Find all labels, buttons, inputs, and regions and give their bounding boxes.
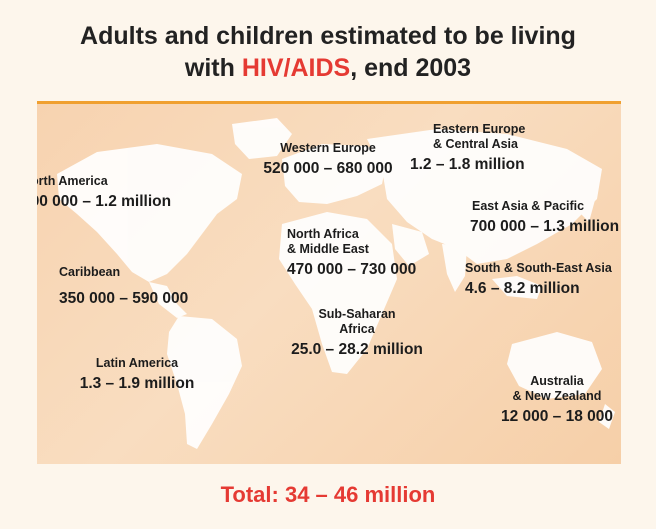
region-north-america: North America 790 000 – 1.2 million <box>37 174 171 212</box>
region-eastern-europe: Eastern Europe & Central Asia 1.2 – 1.8 … <box>410 122 525 175</box>
region-south-asia: South & South-East Asia 4.6 – 8.2 millio… <box>465 261 612 299</box>
region-name: Latin America <box>95 356 179 370</box>
region-value: 350 000 – 590 000 <box>59 290 189 307</box>
chart-title: Adults and children estimated to be livi… <box>0 20 656 84</box>
region-name-2: & Central Asia <box>433 137 518 151</box>
region-name-2: & Middle East <box>287 242 369 256</box>
land-asia <box>367 129 602 264</box>
title-highlight: HIV/AIDS <box>241 54 351 82</box>
region-value: 4.6 – 8.2 million <box>465 280 580 297</box>
region-name: South & South-East Asia <box>465 261 612 275</box>
land-north-america <box>57 144 242 282</box>
region-name-2: & New Zealand <box>512 389 602 403</box>
region-sub-saharan-africa: Sub-Saharan Africa 25.0 – 28.2 million <box>282 307 432 360</box>
land-australia <box>507 332 602 399</box>
title-line-1: Adults and children estimated to be livi… <box>80 22 576 50</box>
land-africa <box>279 212 397 374</box>
title-line-2: with HIV/AIDS, end 2003 <box>184 54 472 82</box>
land-sea-islands <box>492 276 542 299</box>
land-south-america <box>167 316 242 449</box>
land-japan <box>581 194 595 222</box>
region-name-1: Sub-Saharan <box>318 307 396 321</box>
region-latin-america: Latin America 1.3 – 1.9 million <box>77 356 197 394</box>
region-western-europe: Western Europe 520 000 – 680 000 <box>253 141 403 179</box>
title-divider <box>37 101 621 104</box>
region-value: 12 000 – 18 000 <box>500 408 614 425</box>
region-name-2: Africa <box>339 322 375 336</box>
region-caribbean: Caribbean 350 000 – 590 000 <box>59 265 188 309</box>
world-map-land <box>57 118 615 449</box>
region-east-asia-pacific: East Asia & Pacific 700 000 – 1.3 millio… <box>470 199 619 237</box>
region-australia-nz: Australia & New Zealand 12 000 – 18 000 <box>497 374 617 427</box>
region-value: 1.3 – 1.9 million <box>79 375 195 392</box>
land-india <box>442 244 467 292</box>
land-central-america <box>149 282 187 318</box>
region-name: East Asia & Pacific <box>472 199 585 213</box>
region-value: 470 000 – 730 000 <box>287 261 417 278</box>
region-north-africa: North Africa & Middle East 470 000 – 730… <box>287 227 416 280</box>
region-value: 790 000 – 1.2 million <box>37 193 172 210</box>
region-name: Western Europe <box>280 141 376 155</box>
land-greenland <box>232 118 292 159</box>
region-value: 1.2 – 1.8 million <box>410 156 525 173</box>
region-value: 520 000 – 680 000 <box>263 160 393 177</box>
region-value: 700 000 – 1.3 million <box>470 218 620 235</box>
region-name-1: Australia <box>530 374 584 388</box>
region-name: Caribbean <box>59 265 121 279</box>
total-estimate: Total: 34 – 46 million <box>220 482 436 507</box>
region-name-1: North Africa <box>287 227 359 241</box>
land-europe <box>282 144 387 204</box>
land-new-zealand <box>599 404 615 429</box>
land-arabia <box>392 224 429 266</box>
region-name-1: Eastern Europe <box>433 122 526 136</box>
region-name: North America <box>37 174 108 188</box>
region-value: 25.0 – 28.2 million <box>291 341 423 358</box>
world-map: North America 790 000 – 1.2 million Cari… <box>37 104 621 464</box>
